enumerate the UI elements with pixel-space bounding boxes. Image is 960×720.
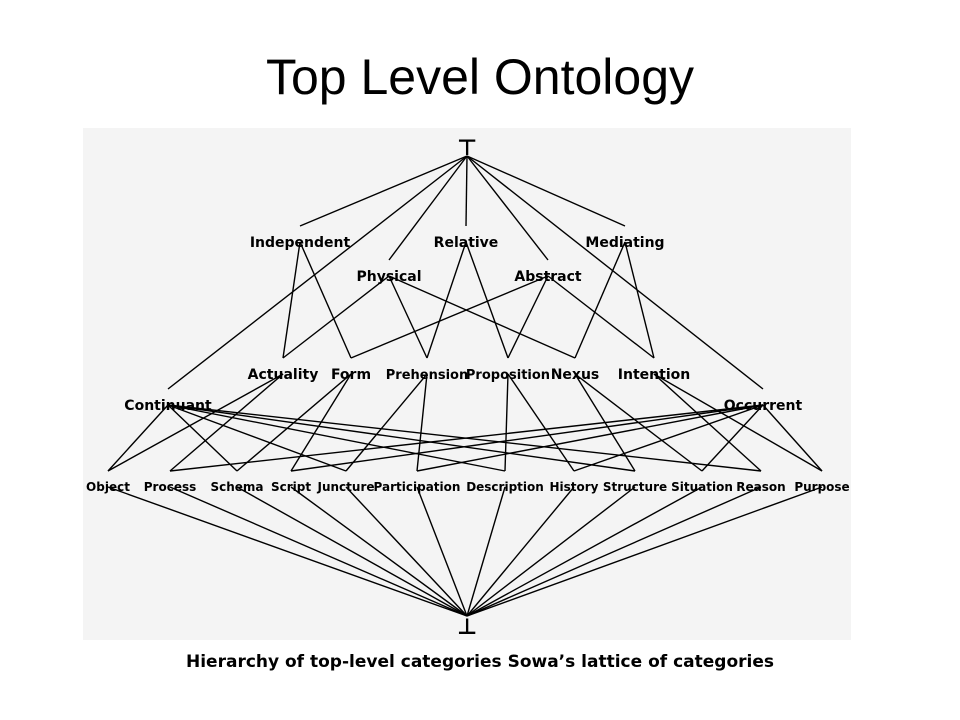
- node-layer: ⊤ ⊥ Independent Relative Mediating Physi…: [86, 136, 850, 640]
- node-continuant: Continuant: [124, 398, 212, 414]
- edge-relative-prehension: [426, 241, 467, 359]
- node-occurrent: Occurrent: [724, 398, 803, 414]
- node-schema: Schema: [210, 480, 263, 494]
- edge-occurrent-history: [573, 404, 764, 472]
- edge-proposition-history: [507, 373, 575, 472]
- node-nexus: Nexus: [551, 367, 600, 383]
- edge-reason-bottom: [466, 486, 762, 617]
- edge-process-bottom: [169, 486, 468, 617]
- edge-intention-purpose: [653, 373, 823, 472]
- node-proposition: Proposition: [466, 368, 550, 383]
- edge-situation-bottom: [466, 486, 703, 617]
- node-process: Process: [144, 480, 197, 494]
- top-symbol: ⊤: [457, 136, 477, 161]
- edge-schema-bottom: [236, 486, 468, 617]
- edge-actuality-process: [169, 373, 284, 472]
- node-script: Script: [271, 480, 311, 494]
- edge-top-mediating: [466, 155, 626, 227]
- edge-mediating-nexus: [574, 241, 626, 359]
- edge-mediating-intention: [624, 241, 655, 359]
- node-history: History: [549, 480, 598, 494]
- edge-independent-actuality: [282, 241, 301, 359]
- edge-abstract-proposition: [507, 275, 549, 359]
- edge-occurrent-situation: [701, 404, 764, 472]
- edge-abstract-intention: [547, 275, 655, 359]
- edge-top-physical: [388, 155, 468, 261]
- edge-prehension-participation: [416, 373, 428, 472]
- edge-physical-actuality: [282, 275, 390, 359]
- node-participation: Participation: [374, 480, 461, 494]
- edge-juncture-bottom: [345, 486, 468, 617]
- node-intention: Intention: [618, 367, 690, 383]
- edge-prehension-juncture: [345, 373, 428, 472]
- edge-relative-proposition: [465, 241, 509, 359]
- edge-actuality-object: [107, 373, 284, 472]
- edge-abstract-form: [350, 275, 549, 359]
- edge-top-independent: [299, 155, 468, 227]
- edge-top-continuant: [167, 155, 468, 390]
- edge-participation-bottom: [416, 486, 468, 617]
- bottom-symbol: ⊥: [457, 615, 477, 640]
- node-abstract: Abstract: [514, 269, 582, 285]
- edge-occurrent-participation: [416, 404, 764, 472]
- edge-continuant-schema: [167, 404, 238, 472]
- edge-structure-bottom: [466, 486, 636, 617]
- edge-occurrent-process: [169, 404, 764, 472]
- edge-layer: [107, 155, 823, 617]
- node-prehension: Prehension: [386, 368, 468, 383]
- node-structure: Structure: [603, 480, 667, 494]
- slide-title: Top Level Ontology: [265, 49, 695, 105]
- edge-intention-reason: [653, 373, 762, 472]
- edge-description-bottom: [466, 486, 506, 617]
- edge-physical-prehension: [388, 275, 428, 359]
- node-juncture: Juncture: [317, 480, 375, 494]
- node-mediating: Mediating: [585, 235, 664, 251]
- edge-object-bottom: [107, 486, 468, 617]
- edge-occurrent-purpose: [762, 404, 823, 472]
- lattice-diagram: ⊤ ⊥ Independent Relative Mediating Physi…: [86, 136, 850, 640]
- edge-continuant-structure: [167, 404, 636, 472]
- node-situation: Situation: [671, 480, 733, 494]
- edge-proposition-description: [504, 373, 509, 472]
- edge-physical-nexus: [388, 275, 576, 359]
- figure-caption: Hierarchy of top-level categories Sowa’s…: [186, 652, 774, 672]
- node-purpose: Purpose: [794, 480, 849, 494]
- edge-script-bottom: [290, 486, 468, 617]
- edge-independent-form: [299, 241, 352, 359]
- edge-continuant-object: [107, 404, 169, 472]
- edge-purpose-bottom: [466, 486, 823, 617]
- node-independent: Independent: [250, 235, 351, 251]
- node-reason: Reason: [736, 480, 785, 494]
- edge-top-occurrent: [466, 155, 764, 390]
- edge-continuant-juncture: [167, 404, 347, 472]
- edge-history-bottom: [466, 486, 575, 617]
- edge-occurrent-script: [290, 404, 764, 472]
- node-object: Object: [86, 480, 130, 494]
- edge-top-abstract: [466, 155, 549, 261]
- node-relative: Relative: [434, 235, 499, 251]
- edge-continuant-description: [167, 404, 506, 472]
- node-physical: Physical: [356, 269, 421, 285]
- node-actuality: Actuality: [248, 367, 319, 383]
- lattice-figure: ⊤ ⊥ Independent Relative Mediating Physi…: [83, 128, 851, 640]
- edge-top-relative: [465, 155, 468, 227]
- node-form: Form: [331, 367, 371, 383]
- node-description: Description: [466, 480, 544, 494]
